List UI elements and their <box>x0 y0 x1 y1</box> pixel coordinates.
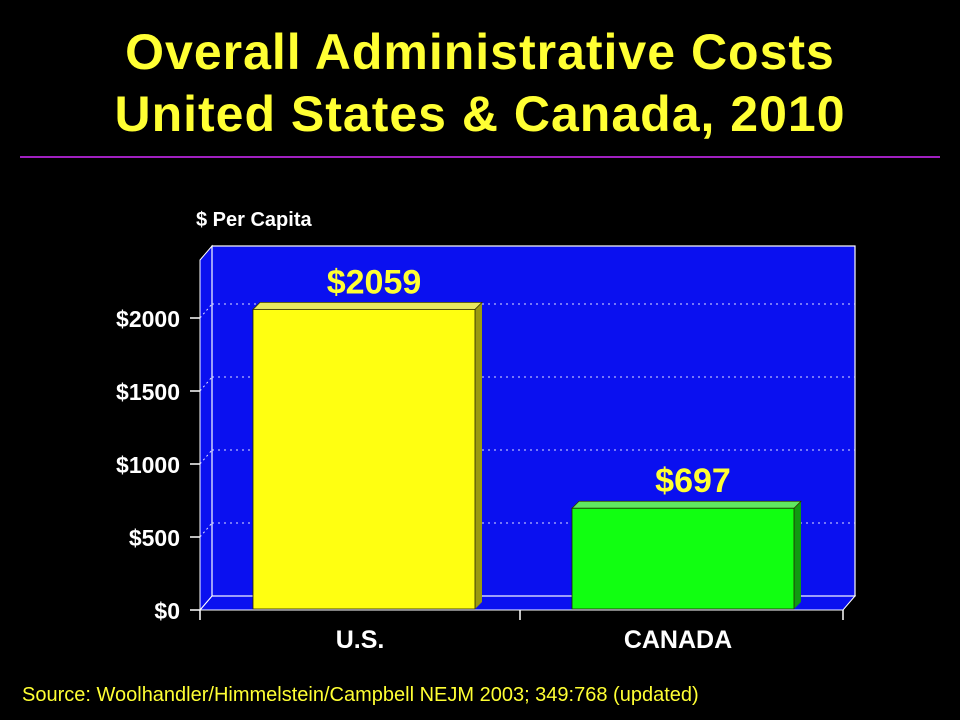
bar-us <box>252 308 476 610</box>
gridline-wall <box>199 376 213 392</box>
x-tick-label-canada: CANADA <box>624 626 732 654</box>
x-tick-label-us: U.S. <box>336 626 385 654</box>
y-tick-label: $1000 <box>116 452 180 478</box>
gridline-wall <box>199 303 213 319</box>
y-tick-label: $500 <box>129 525 180 551</box>
title-divider <box>20 156 940 158</box>
plot-left-wall <box>199 244 213 612</box>
gridline-wall <box>199 449 213 465</box>
y-tick-label: $2000 <box>116 306 180 332</box>
chart-title-line-1: Overall Administrative Costs <box>125 24 835 80</box>
data-label-us: $2059 <box>327 263 422 301</box>
bar-chart: $0 $500 $1000 $1500 $2000 $ Per Capita $2059 U.… <box>116 209 857 654</box>
bar-top-canada <box>571 500 802 509</box>
y-tick-label: $0 <box>154 598 180 624</box>
source-note: Source: Woolhandler/Himmelstein/Campbell… <box>22 684 699 706</box>
bar-top-us <box>252 301 483 310</box>
data-label-canada: $697 <box>655 462 731 500</box>
y-axis-title: $ Per Capita <box>196 209 312 231</box>
bar-side-canada <box>794 501 801 609</box>
gridline-wall <box>199 522 213 538</box>
chart-title-line-2: United States & Canada, 2010 <box>114 86 846 142</box>
bar-side-us <box>475 302 482 609</box>
y-tick-label: $1500 <box>116 379 180 405</box>
bar-canada <box>571 507 795 610</box>
